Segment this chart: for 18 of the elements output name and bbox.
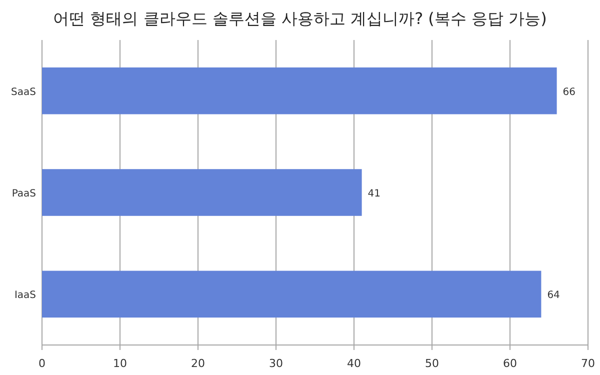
chart-title: 어떤 형태의 클라우드 솔루션을 사용하고 계십니까? (복수 응답 가능) xyxy=(53,9,547,28)
x-tick-label: 20 xyxy=(191,357,205,370)
x-tick-label: 70 xyxy=(581,357,595,370)
x-tick-label: 50 xyxy=(425,357,439,370)
bar xyxy=(42,67,557,114)
x-tick-label: 0 xyxy=(38,357,46,370)
bar xyxy=(42,169,362,216)
bar xyxy=(42,270,542,318)
data-label: 41 xyxy=(368,188,381,200)
x-tick-label: 40 xyxy=(347,357,361,370)
data-label: 64 xyxy=(547,290,560,302)
x-tick-label: 30 xyxy=(269,357,283,370)
data-label: 66 xyxy=(562,86,576,98)
y-tick-label: SaaS xyxy=(11,86,36,98)
x-tick-label: 10 xyxy=(113,357,127,370)
y-tick-label: IaaS xyxy=(14,290,36,302)
y-tick-label: PaaS xyxy=(12,188,36,200)
x-tick-label: 60 xyxy=(503,357,517,370)
